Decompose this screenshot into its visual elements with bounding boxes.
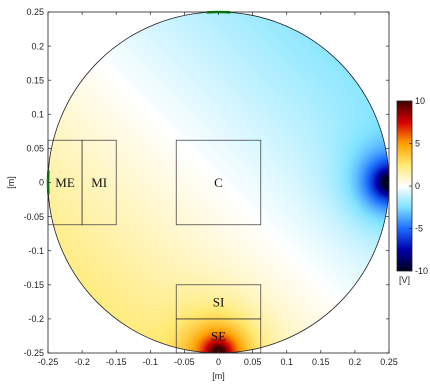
region-c-label: C xyxy=(214,175,223,190)
y-tick-label: -0.15 xyxy=(23,280,44,290)
x-tick-label: 0.25 xyxy=(380,357,398,367)
region-se-label: SE xyxy=(211,328,226,343)
colorbar-tick-label: -5 xyxy=(415,224,423,234)
x-tick-label: 0.05 xyxy=(244,357,262,367)
x-tick-label: -0.2 xyxy=(74,357,90,367)
y-tick-label: 0.05 xyxy=(26,144,44,154)
regions-layer: ME MI C SI SE xyxy=(47,139,262,354)
x-tick-label: -0.15 xyxy=(106,357,127,367)
plot-area: ME MI C SI SE xyxy=(46,10,390,354)
potential-field-image xyxy=(48,12,389,353)
colorbar-tick-label: 5 xyxy=(415,139,420,149)
y-axis-ticks: 0.25 0.2 0.15 0.1 0.05 0 -0.05 -0.1 -0.15 -0.2 -0.… xyxy=(23,7,389,358)
x-tick-label: -0.05 xyxy=(174,357,195,367)
x-tick-label: -0.25 xyxy=(38,357,59,367)
y-tick-label: 0.15 xyxy=(26,75,44,85)
colorbar-unit-label: [V] xyxy=(399,275,410,285)
colorbar-tick-label: 0 xyxy=(415,181,420,191)
colorbar-tick-label: 10 xyxy=(415,96,425,106)
y-tick-label: -0.1 xyxy=(28,246,44,256)
y-tick-label: 0.25 xyxy=(26,7,44,17)
region-mi-box xyxy=(81,139,117,226)
x-tick-label: -0.1 xyxy=(143,357,159,367)
y-tick-label: 0.1 xyxy=(31,110,44,120)
y-tick-label: 0 xyxy=(39,178,44,188)
region-mi-label: MI xyxy=(91,175,107,190)
y-tick-label: -0.2 xyxy=(28,314,44,324)
y-tick-label: -0.05 xyxy=(23,212,44,222)
x-tick-label: 0 xyxy=(216,357,221,367)
y-tick-label: 0.2 xyxy=(31,41,44,51)
region-c-box xyxy=(175,139,262,226)
colorbar-tick-label: -10 xyxy=(415,266,428,276)
colorbar-ticks: 10 5 0 -5 -10 xyxy=(409,96,428,276)
x-axis-ticks: -0.25 -0.2 -0.15 -0.1 -0.05 0 0.05 0.1 0.15 0.2 0.… xyxy=(38,12,398,367)
colorbar-gradient xyxy=(397,101,412,271)
x-tick-label: 0.2 xyxy=(349,357,362,367)
x-tick-label: 0.1 xyxy=(280,357,293,367)
region-me-label: ME xyxy=(55,175,75,190)
x-tick-label: 0.15 xyxy=(312,357,330,367)
region-si-label: SI xyxy=(213,294,225,309)
field-layer xyxy=(48,12,389,353)
y-tick-label: -0.25 xyxy=(23,348,44,358)
y-axis-label: [m] xyxy=(6,176,16,189)
x-axis-label: [m] xyxy=(212,371,225,381)
colorbar: 10 5 0 -5 -10 [V] xyxy=(396,96,428,285)
